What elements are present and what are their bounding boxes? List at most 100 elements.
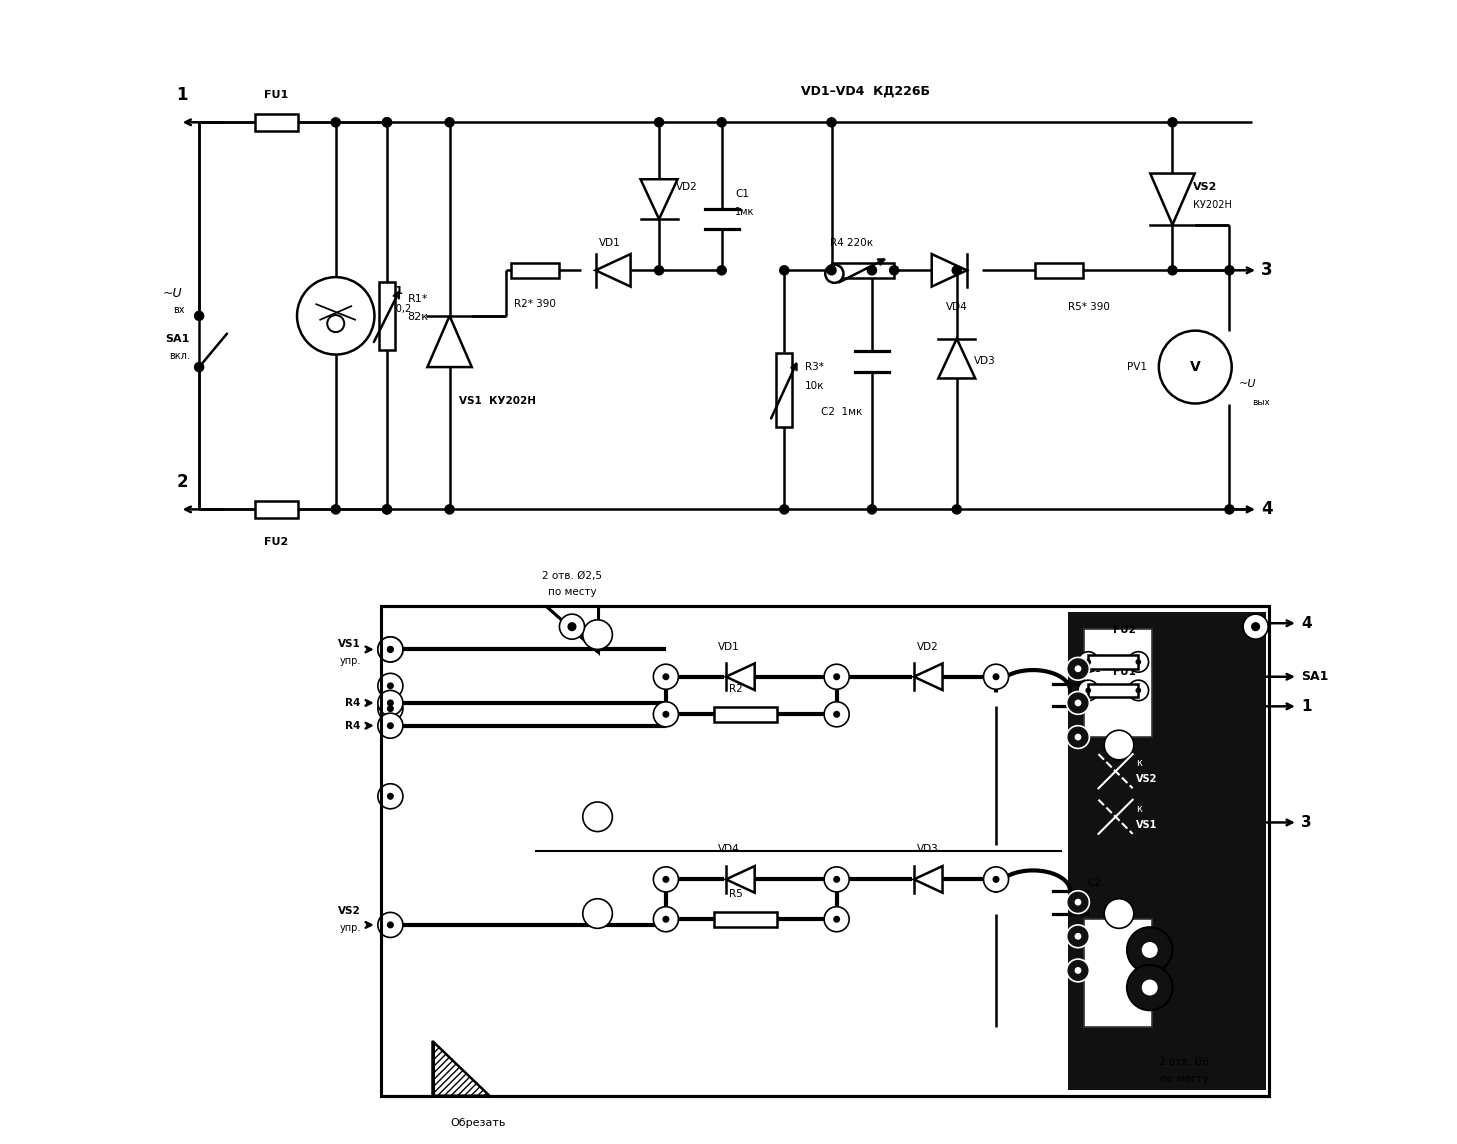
Bar [777,352,793,427]
Circle shape [377,784,404,809]
Circle shape [663,876,669,883]
Text: C2  1мк: C2 1мк [820,407,863,416]
Text: VS1: VS1 [338,638,361,649]
Circle shape [377,674,404,698]
Text: по месту: по месту [548,587,596,597]
Circle shape [825,867,849,892]
Text: ø: ø [830,270,838,280]
Text: R4: R4 [345,721,361,731]
Circle shape [825,264,844,283]
Circle shape [382,505,392,514]
Circle shape [1126,927,1173,972]
Text: SA1: SA1 [166,334,189,343]
Circle shape [1225,265,1234,275]
Bar [1068,612,1266,1090]
Circle shape [833,710,841,717]
Polygon shape [914,664,943,690]
Circle shape [832,709,841,718]
Text: вх: вх [173,305,185,315]
Circle shape [388,646,393,653]
Circle shape [377,913,404,937]
Text: C1: C1 [736,189,749,199]
Bar [511,263,559,278]
Circle shape [663,710,669,717]
Text: упр.: упр. [339,923,361,934]
Text: по месту: по месту [1160,1074,1208,1085]
Circle shape [195,363,204,372]
Bar [1088,656,1138,669]
Circle shape [1078,681,1099,700]
Circle shape [828,265,836,275]
Text: R4: R4 [345,698,361,708]
Polygon shape [914,866,943,892]
Circle shape [663,673,669,681]
Polygon shape [938,339,975,379]
Text: FU2: FU2 [264,537,288,547]
Circle shape [388,722,393,729]
Text: R2: R2 [728,684,742,693]
Text: VS2: VS2 [338,906,361,916]
Text: ~U: ~U [1238,379,1256,389]
Circle shape [653,907,679,931]
Circle shape [331,505,341,514]
Circle shape [583,620,612,650]
Text: 1мк: 1мк [736,207,755,217]
Circle shape [1075,699,1081,706]
Circle shape [983,665,1008,689]
Circle shape [1067,658,1090,681]
Text: VS1: VS1 [1136,820,1157,829]
Text: VS2: VS2 [1136,774,1157,784]
Circle shape [388,699,393,707]
Circle shape [1128,681,1148,700]
Circle shape [1075,666,1081,673]
Circle shape [1067,891,1090,914]
Circle shape [1067,725,1090,748]
Text: VD4: VD4 [946,302,967,312]
Circle shape [832,673,841,682]
Circle shape [1126,964,1173,1010]
Text: 2: 2 [176,474,188,491]
Text: R5* 390: R5* 390 [1068,302,1110,312]
Circle shape [983,867,1008,892]
Circle shape [328,315,344,332]
Text: VS2: VS2 [1193,182,1218,192]
Circle shape [833,876,841,883]
Text: PV1: PV1 [1128,363,1148,372]
Text: VD1: VD1 [599,238,621,247]
Text: 2 отв. Ø2,5: 2 отв. Ø2,5 [542,571,602,581]
Text: SA1: SA1 [1301,670,1329,683]
Text: R2* 390: R2* 390 [514,299,557,309]
Text: 82к: 82к [408,312,428,321]
Text: к: к [1136,804,1142,813]
Text: 4: 4 [1301,615,1311,630]
Circle shape [444,505,455,514]
Polygon shape [546,606,597,652]
Circle shape [1169,265,1177,275]
Text: 2 отв. Ø6: 2 отв. Ø6 [1158,1057,1209,1067]
Circle shape [833,915,841,923]
Text: R5: R5 [728,889,742,899]
Circle shape [388,921,393,929]
Bar [1084,629,1152,737]
Text: 1: 1 [1301,699,1311,714]
Circle shape [653,665,679,689]
Circle shape [567,622,577,631]
Circle shape [654,265,663,275]
Circle shape [833,673,841,681]
Circle shape [382,118,392,127]
Text: C2: C2 [1087,877,1101,888]
Bar [382,606,1269,1096]
Circle shape [1142,942,1158,958]
Polygon shape [726,866,755,892]
Text: КУ202Н: КУ202Н [1193,200,1231,210]
Circle shape [953,265,962,275]
Circle shape [377,637,404,662]
Bar [714,912,777,927]
Circle shape [653,867,679,892]
Circle shape [825,665,849,689]
Circle shape [444,118,455,127]
Text: VD1–VD4  КД226Б: VD1–VD4 КД226Б [800,85,930,97]
Polygon shape [931,254,967,287]
Circle shape [1078,652,1099,673]
Circle shape [388,793,393,800]
